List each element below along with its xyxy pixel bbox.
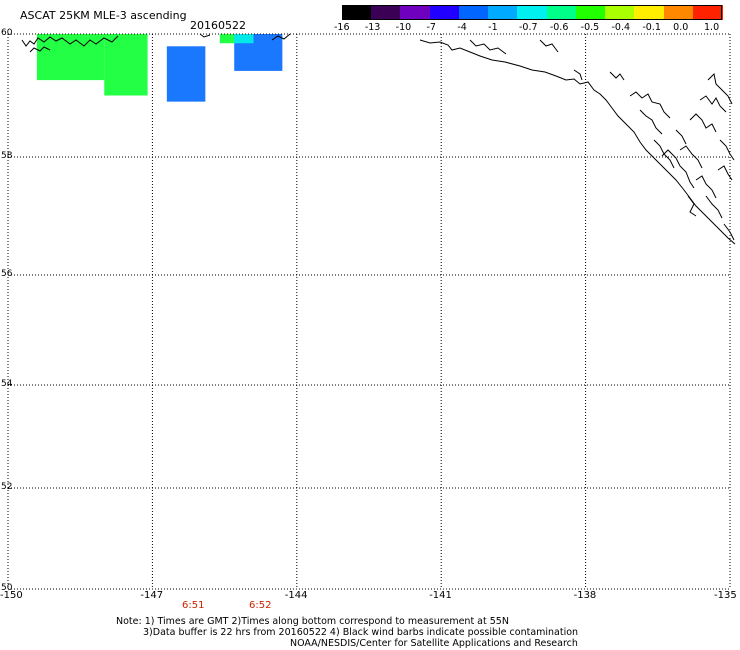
colorbar-swatch-6 (517, 5, 548, 20)
lat-label-50: 50 (1, 583, 13, 593)
colorbar-swatch-2 (400, 5, 431, 20)
data-cell-5 (234, 34, 254, 44)
lat-label-52: 52 (1, 482, 13, 492)
colorbar-swatch-0 (342, 5, 372, 20)
note-line-2: 3)Data buffer is 22 hrs from 20160522 4)… (143, 627, 579, 638)
colorbar-frame (342, 5, 722, 20)
colorbar-label-12: 1.0 (704, 22, 720, 33)
lat-label-54: 54 (1, 379, 13, 389)
lon-label-5: -135 (714, 590, 737, 601)
colorbar-label-11: 0.0 (673, 22, 689, 33)
lat-label-60: 60 (1, 28, 13, 38)
lon-label-4: -138 (573, 590, 597, 601)
colorbar-swatch-5 (488, 5, 519, 20)
colorbar-swatch-11 (663, 5, 694, 20)
lon-label-2: -144 (284, 590, 308, 601)
map-title: ASCAT 25KM MLE-3 ascending (20, 9, 187, 22)
colorbar-label-9: -0.4 (611, 22, 631, 33)
colorbar-label-8: -0.5 (580, 22, 600, 33)
colorbar-swatch-3 (429, 5, 460, 20)
colorbar-label-10: -0.1 (642, 22, 661, 33)
data-cell-2 (166, 46, 206, 102)
note-line-3: NOAA/NESDIS/Center for Satellite Applica… (290, 638, 578, 649)
lon-label-1: -147 (140, 590, 164, 601)
data-cell-1 (104, 34, 148, 96)
map-date: 20160522 (190, 19, 246, 32)
colorbar-label-2: -10 (395, 22, 412, 33)
data-cells (36, 34, 283, 102)
note-line-1: Note: 1) Times are GMT 2)Times along bot… (116, 616, 509, 627)
colorbar-swatch-1 (371, 5, 402, 20)
data-cell-0 (36, 34, 105, 81)
pass-time-2: 6:52 (249, 600, 272, 611)
coastline (21, 33, 736, 245)
colorbar-label-5: -1 (488, 22, 498, 33)
pass-time-1: 6:51 (182, 600, 205, 611)
colorbar-swatch-12 (692, 5, 723, 20)
lat-label-56: 56 (1, 269, 13, 279)
colorbar-swatch-9 (605, 5, 636, 20)
lon-label-3: -141 (429, 590, 452, 601)
colorbar-label-3: -7 (426, 22, 436, 33)
colorbar-label-0: -16 (334, 22, 350, 33)
lat-label-58: 58 (1, 151, 13, 161)
colorbar-label-4: -4 (457, 22, 467, 33)
colorbar-swatch-8 (575, 5, 606, 20)
lon-label-0: -150 (0, 590, 23, 601)
colorbar-swatch-4 (458, 5, 489, 20)
colorbar-label-1: -13 (364, 22, 381, 33)
data-cell-4 (219, 34, 235, 44)
lat-lon-grid (7, 33, 731, 590)
colorbar-swatch-7 (546, 5, 577, 20)
colorbar-swatch-10 (634, 5, 665, 20)
colorbar-label-7: -0.6 (549, 22, 569, 33)
colorbar-label-6: -0.7 (519, 22, 538, 33)
